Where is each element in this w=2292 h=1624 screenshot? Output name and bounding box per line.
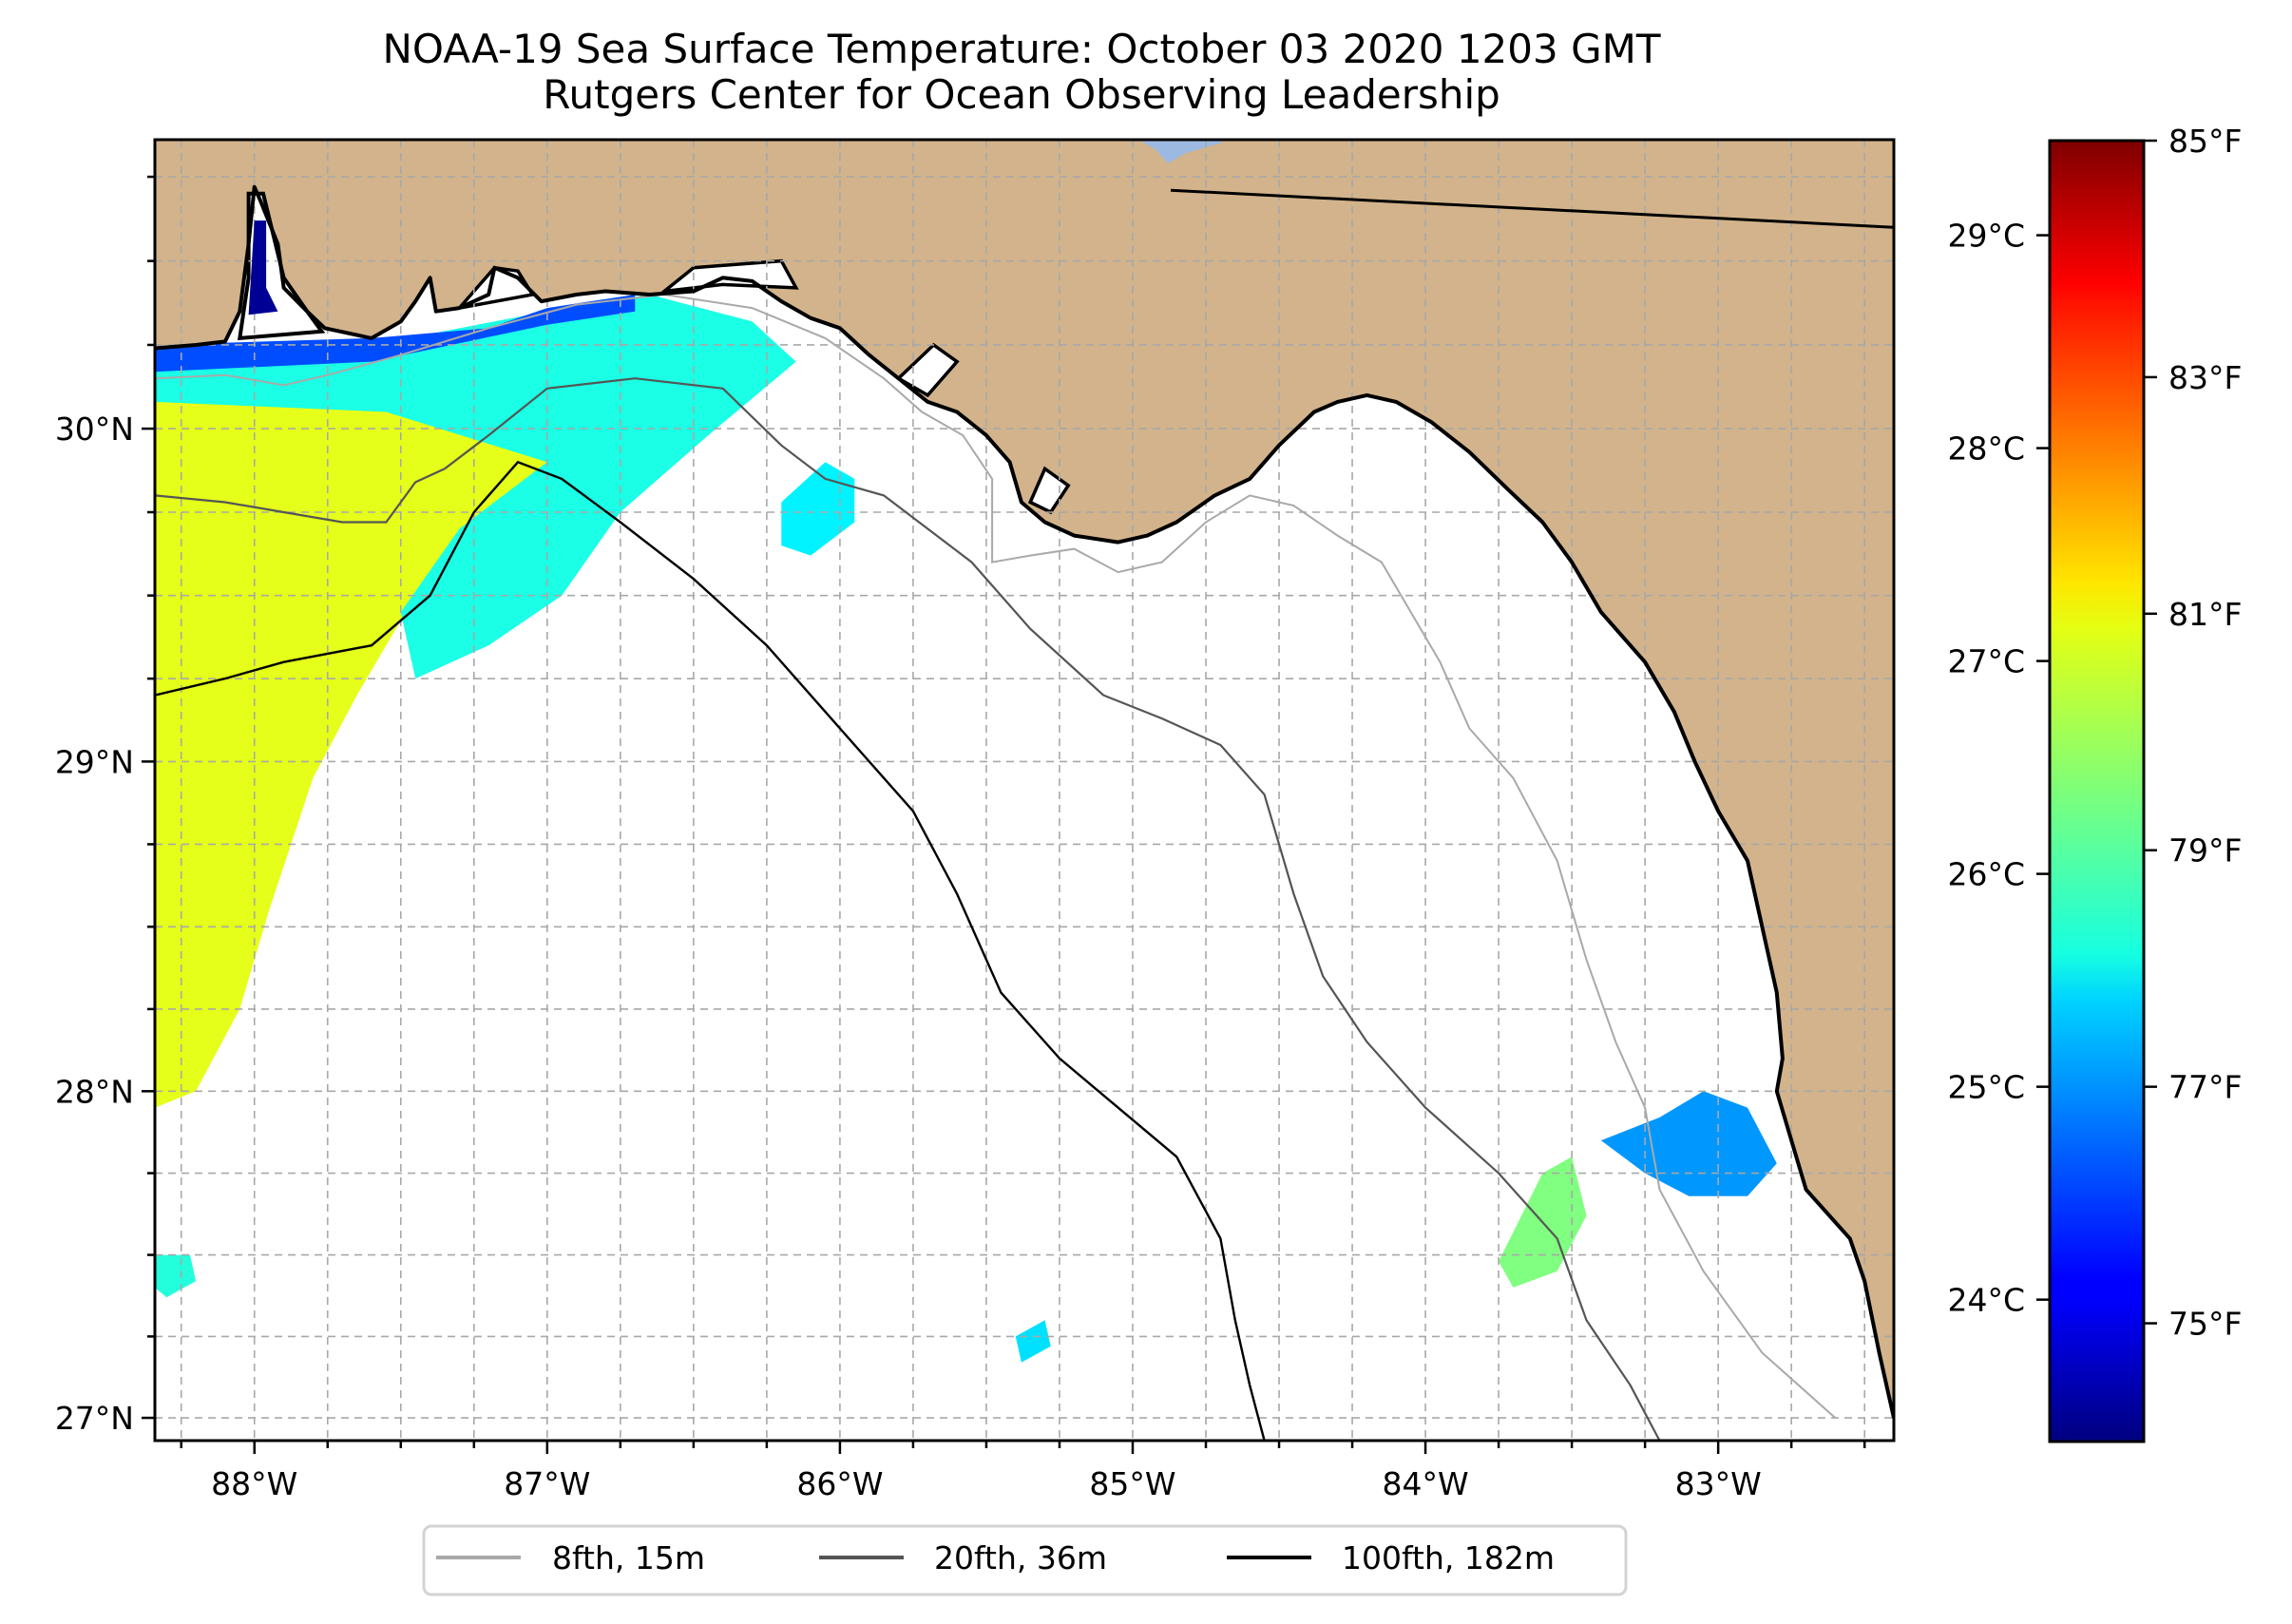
colorbar-f-label: 81°F xyxy=(2168,596,2242,633)
state-boundary xyxy=(1170,188,1894,229)
sst-patch-nearshore-cold-strip xyxy=(155,295,636,373)
sst-patch-mid-south-patch xyxy=(1015,1320,1051,1363)
land xyxy=(155,140,1894,1419)
title-line-2: Rutgers Center for Ocean Observing Leade… xyxy=(543,71,1500,118)
colorbar-c-label: 25°C xyxy=(1947,1069,2025,1106)
y-tick-label: 27°N xyxy=(55,1400,134,1437)
sst-layer xyxy=(155,295,1777,1363)
map-frame xyxy=(153,138,1896,1442)
y-axis: 30°N 29°N 28°N 27°N xyxy=(55,175,155,1437)
isobath-20fth xyxy=(155,377,1661,1441)
bay-1 xyxy=(659,258,799,294)
x-tick-label: 83°W xyxy=(1675,1465,1762,1502)
y-tick-label: 30°N xyxy=(55,411,134,448)
sst-patch-western-shelf-cool-band xyxy=(155,295,796,679)
sst-patch-sw-patch xyxy=(155,1254,197,1298)
colorbar-c-label: 27°C xyxy=(1947,643,2025,680)
mobile-bay-sst xyxy=(248,220,278,315)
colorbar-f-label: 83°F xyxy=(2168,359,2242,396)
legend: 8fth, 15m 20fth, 36m 100fth, 182m xyxy=(422,1524,1628,1596)
x-tick-label: 87°W xyxy=(504,1465,590,1502)
legend-label-100fth: 100fth, 182m xyxy=(1342,1539,1555,1576)
x-tick-label: 86°W xyxy=(796,1465,883,1502)
colorbar-f-label: 77°F xyxy=(2168,1069,2242,1106)
map-axes: 88°W 87°W 86°W 85°W 84°W 83°W 30°N 29°N 28°N 27°… xyxy=(55,138,1896,1502)
colorbar-c-label: 26°C xyxy=(1947,856,2025,893)
colorbar: 75°F 77°F 79°F 81°F 83°F 85°F 24°C 25°C 26°C 27°… xyxy=(1947,123,2242,1443)
colorbar-celsius-ticks: 24°C 25°C 26°C 27°C 28°C 29°C xyxy=(1947,218,2050,1319)
colorbar-f-label: 75°F xyxy=(2168,1306,2242,1343)
legend-box xyxy=(422,1524,1628,1596)
x-tick-label: 88°W xyxy=(211,1465,297,1502)
gridlines xyxy=(155,140,1894,1441)
isobath-8fth xyxy=(155,293,1837,1419)
coastline xyxy=(155,184,1894,1419)
title-line-1: NOAA-19 Sea Surface Temperature: October… xyxy=(382,26,1660,72)
colorbar-c-label: 28°C xyxy=(1947,430,2025,468)
x-tick-label: 84°W xyxy=(1383,1465,1469,1502)
legend-label-8fth: 8fth, 15m xyxy=(552,1539,705,1576)
isobath-100fth xyxy=(155,460,1266,1441)
x-tick-label: 85°W xyxy=(1089,1465,1175,1502)
colorbar-f-label: 79°F xyxy=(2168,832,2242,869)
legend-label-20fth: 20fth, 36m xyxy=(934,1539,1107,1576)
x-axis: 88°W 87°W 86°W 85°W 84°W 83°W xyxy=(180,1441,1866,1502)
lake xyxy=(1138,140,1224,163)
colorbar-f-label: 85°F xyxy=(2168,123,2242,160)
y-tick-label: 28°N xyxy=(55,1073,134,1110)
y-tick-label: 29°N xyxy=(55,743,134,780)
colorbar-c-label: 24°C xyxy=(1947,1282,2025,1319)
colorbar-c-label: 29°C xyxy=(1947,218,2025,255)
sst-patch-offshore-blob-86w xyxy=(781,462,855,556)
colorbar-gradient xyxy=(2048,139,2146,1443)
colorbar-fahrenheit-ticks: 75°F 77°F 79°F 81°F 83°F 85°F xyxy=(2144,123,2242,1343)
